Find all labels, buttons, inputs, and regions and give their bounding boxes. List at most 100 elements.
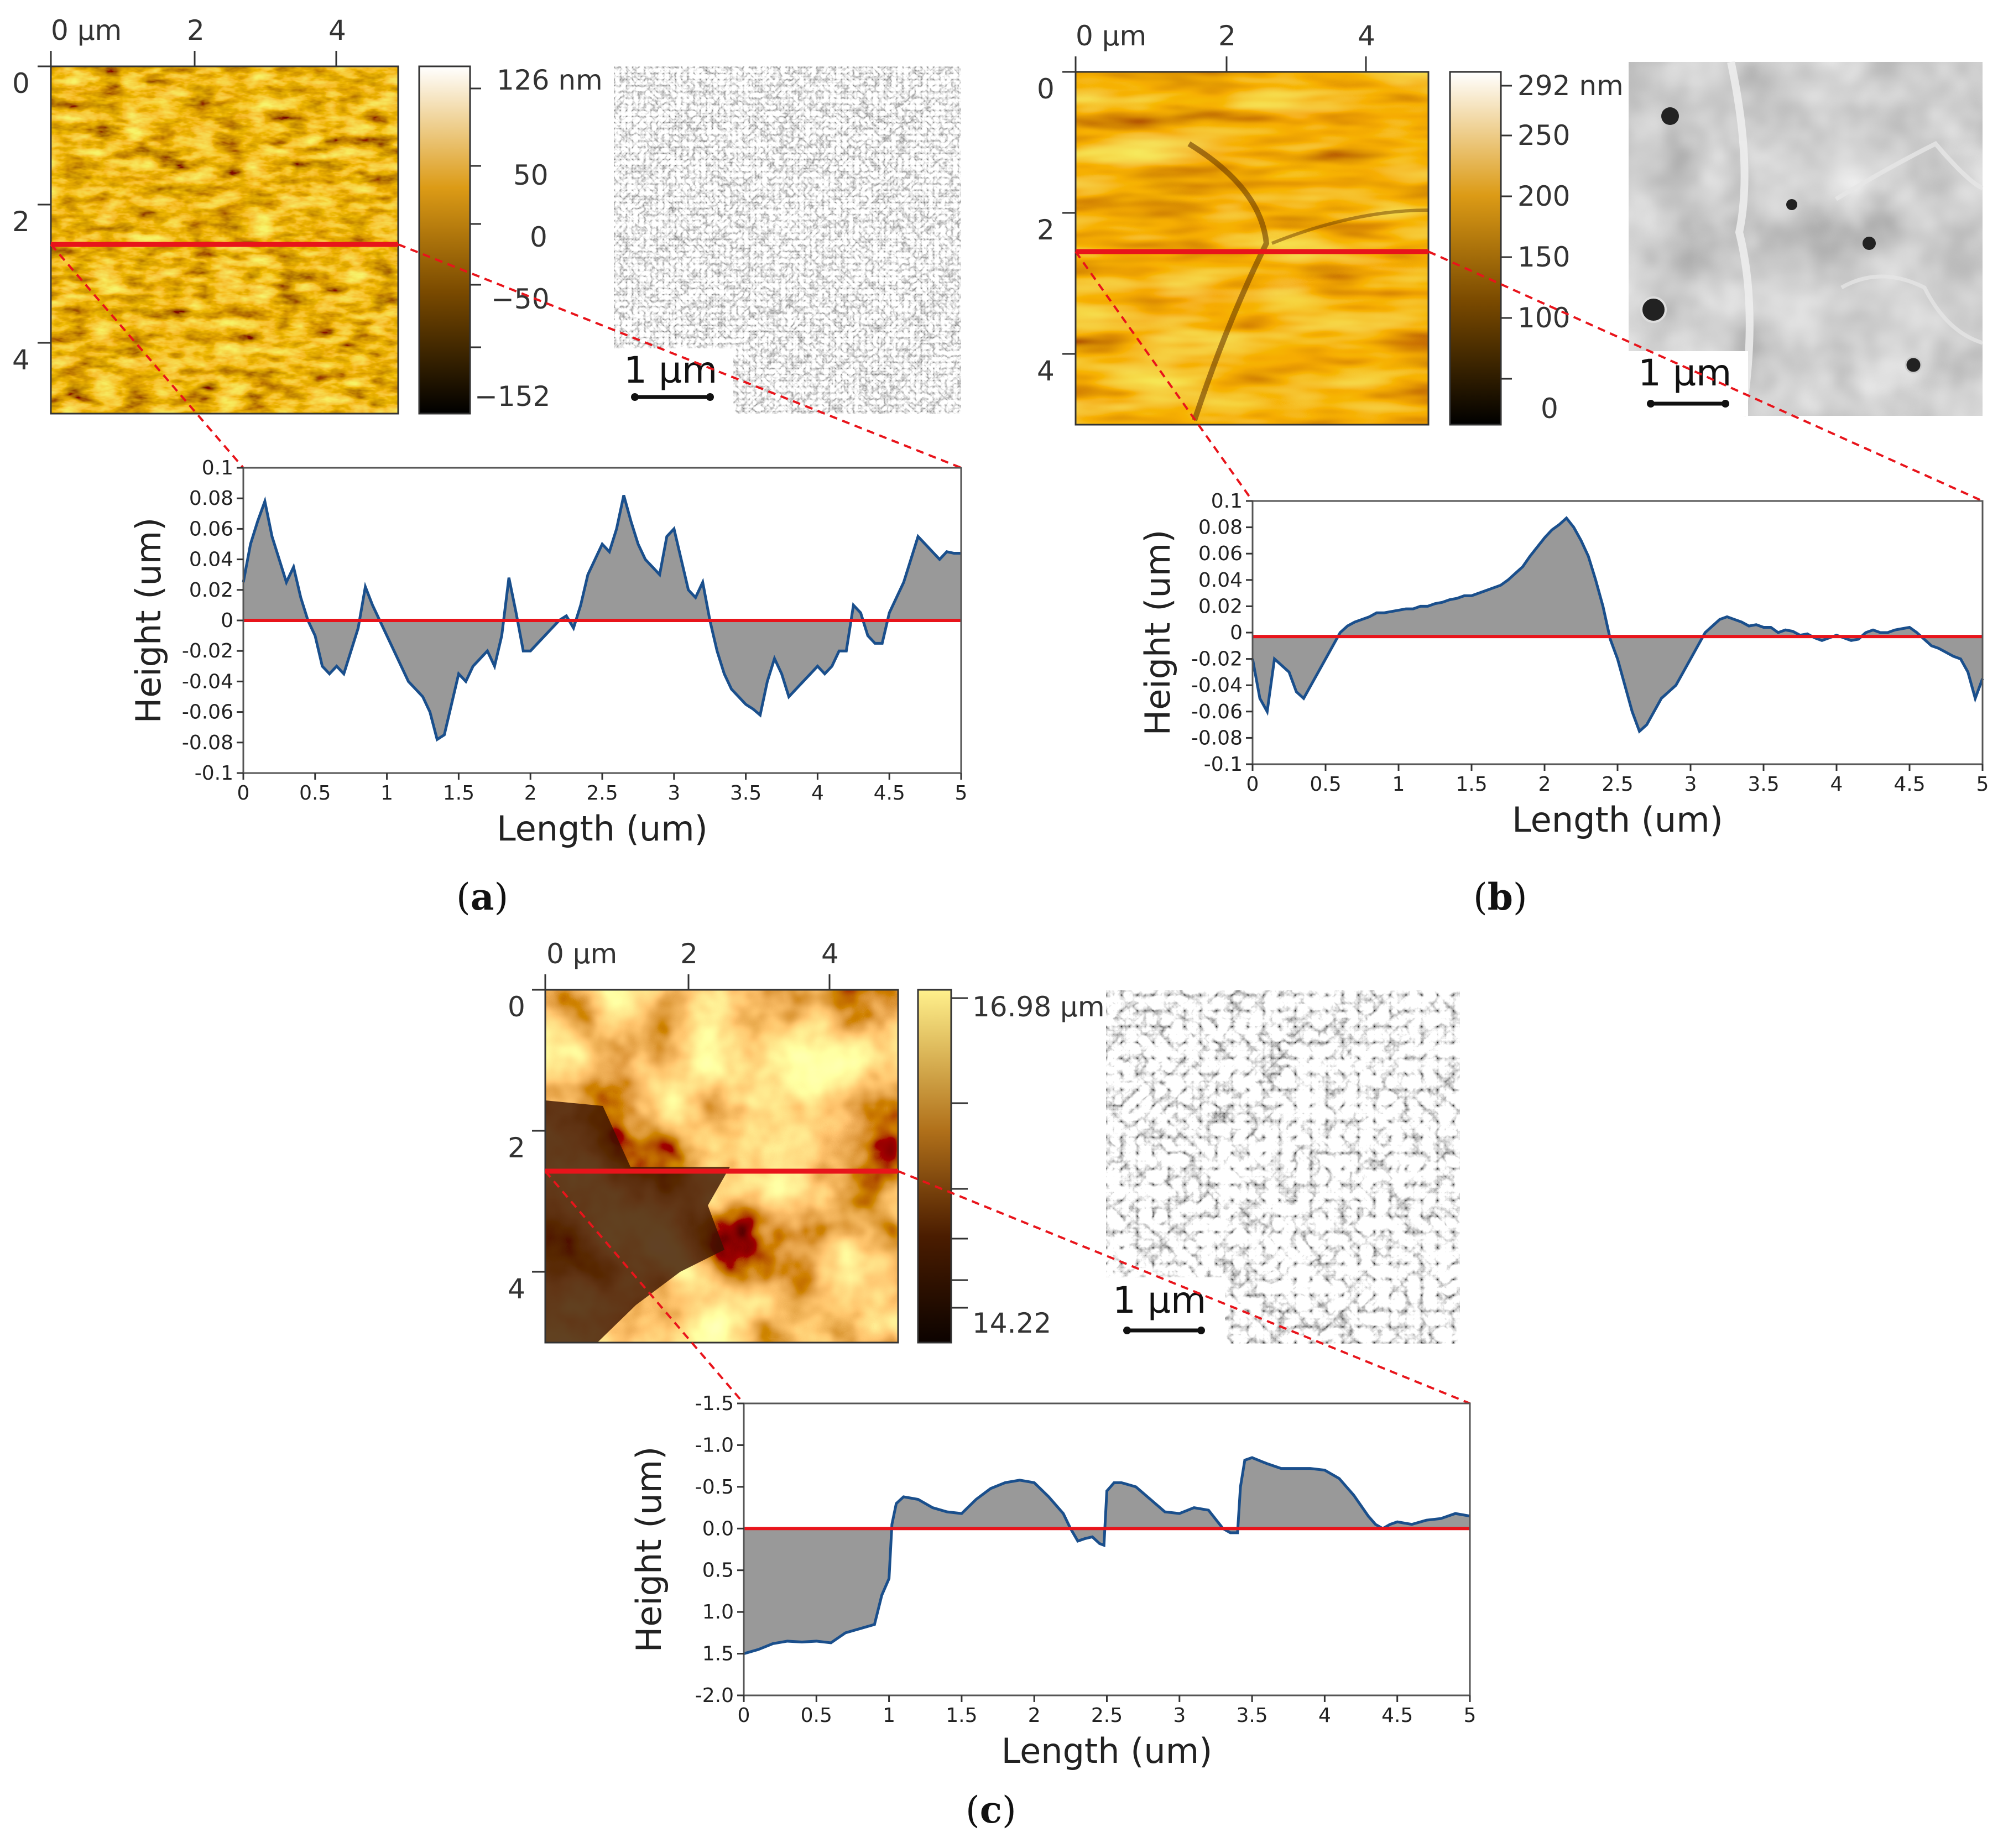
afm-x-tick-4: 4	[328, 14, 346, 46]
profile-line	[743, 1456, 1470, 1655]
connector-line	[544, 1170, 745, 1405]
panel-a: 0 µm 2 4 0 2 4 126 nm 50 0 −50 −152	[12, 14, 967, 918]
panel-b: 0 µm 2 4 0 2 4 292 nm 250 200 150 100 0	[1037, 20, 1989, 918]
y-tick-label: -0.08	[182, 732, 233, 754]
profile-area	[1253, 518, 1983, 732]
y-tick-label: 0.02	[189, 579, 233, 602]
afm-y-tick-0: 0	[12, 67, 30, 100]
afm-y-tick-4: 4	[12, 344, 30, 376]
x-tick-label: 0.5	[1310, 773, 1341, 796]
y-tick-label: 0.04	[1198, 569, 1243, 592]
afm-image-b	[1074, 71, 1430, 426]
y-tick-label: -0.06	[1191, 701, 1243, 723]
colorbar-label: 150	[1517, 241, 1570, 273]
y-tick-label: 0.08	[1198, 516, 1243, 539]
y-tick-label: 0	[221, 609, 233, 632]
y-tick-label: 0.0	[702, 1517, 734, 1540]
x-tick-label: 1	[380, 782, 393, 805]
y-tick-label: -0.08	[1191, 727, 1243, 749]
y-tick-label: 1.0	[702, 1601, 734, 1623]
afm-x-tick-4: 4	[1358, 20, 1375, 52]
afm-x-tick-4: 4	[821, 938, 839, 970]
y-tick-label: -0.1	[195, 762, 233, 785]
x-tick-label: 4	[1830, 773, 1843, 796]
y-tick-label: 0.02	[1198, 595, 1243, 618]
y-axis-title: Height (um)	[128, 518, 169, 724]
y-tick-label: -0.1	[1204, 753, 1243, 776]
x-tick-label: 3	[1684, 773, 1697, 796]
y-tick-label: 1.5	[702, 1643, 734, 1666]
y-axis-title: Height (um)	[629, 1447, 669, 1653]
profile-area	[744, 1458, 1470, 1654]
colorbar-label: 0	[530, 221, 547, 253]
afm-y-tick-4: 4	[508, 1273, 525, 1305]
colorbar-label: 200	[1517, 180, 1570, 212]
colorbar-label: 250	[1517, 119, 1570, 152]
afm-y-tick-0: 0	[508, 991, 525, 1023]
colorbar-min-label: 0	[1541, 393, 1558, 425]
connector-line	[898, 1170, 1470, 1405]
afm-x-tick-2: 2	[187, 14, 205, 46]
afm-x-tick-2: 2	[1218, 20, 1236, 52]
colorbar-label: −50	[491, 283, 550, 315]
x-axis-title: Length (um)	[497, 808, 708, 849]
panel-label-c: (c)	[966, 1788, 1016, 1831]
height-profile-chart-c: 0 0.5 1 1.5 2 2.5 3 3.5 4 4.5 5 -1.5 -1.0 -0.5 0.0 0.5 1…	[629, 1392, 1476, 1771]
x-tick-label: 2.5	[1091, 1704, 1123, 1727]
y-tick-label: 0.1	[1211, 490, 1243, 513]
colorbar-max-label: 292 nm	[1517, 70, 1624, 102]
connector-line	[1074, 250, 1254, 502]
x-tick-label: 3.5	[730, 782, 761, 805]
y-axis-title: Height (um)	[1138, 530, 1178, 736]
y-tick-label: -0.5	[695, 1476, 734, 1499]
scale-bar-label: 1 µm	[1113, 1279, 1206, 1322]
scale-bar-label: 1 µm	[1638, 352, 1731, 394]
colorbar-label: 100	[1517, 302, 1570, 334]
colorbar-b: 292 nm 250 200 150 100 0	[1449, 70, 1624, 426]
colorbar-min-label: 14.22	[972, 1307, 1051, 1339]
x-tick-label: 4	[811, 782, 824, 805]
y-tick-label: -1.5	[695, 1392, 734, 1415]
scale-bar	[631, 393, 714, 401]
x-tick-label: 5	[955, 782, 968, 805]
afm-y-tick-0: 0	[1037, 73, 1055, 105]
x-tick-label: 1.5	[1456, 773, 1487, 796]
sem-image-c: 1 µm	[1106, 990, 1460, 1344]
x-tick-label: 4.5	[874, 782, 905, 805]
y-tick-label: 0.06	[1198, 542, 1243, 565]
afm-x-tick-0: 0 µm	[51, 14, 122, 46]
x-tick-label: 0.5	[299, 782, 331, 805]
scale-bar	[1123, 1327, 1205, 1334]
y-tick-label: -0.02	[1191, 648, 1243, 671]
height-profile-chart-a: 0 0.5 1 1.5 2 2.5 3 3.5 4 4.5 5 0.1 0.08 0.06 0.04 0.02…	[128, 457, 967, 849]
x-tick-label: 1.5	[946, 1704, 977, 1727]
scale-bar-label: 1 µm	[624, 349, 717, 391]
x-tick-label: 4.5	[1894, 773, 1925, 796]
afm-y-tick-4: 4	[1037, 355, 1055, 387]
colorbar-a: 126 nm 50 0 −50 −152	[418, 64, 603, 415]
panel-label-b: (b)	[1473, 875, 1527, 918]
x-axis-title: Length (um)	[1001, 1731, 1213, 1771]
afm-axes-c: 0 µm 2 4 0 2 4	[508, 938, 898, 1343]
x-tick-label: 3.5	[1236, 1704, 1267, 1727]
colorbar-max-label: 16.98 µm	[972, 991, 1105, 1023]
sem-image-b: 1 µm	[1629, 61, 1984, 417]
x-tick-label: 0	[237, 782, 250, 805]
x-tick-label: 3	[1173, 1704, 1186, 1727]
x-tick-label: 5	[1464, 1704, 1477, 1727]
x-tick-label: 1.5	[443, 782, 474, 805]
y-tick-label: -0.02	[182, 640, 233, 662]
profile-line	[242, 495, 961, 742]
y-tick-label: -1.0	[695, 1434, 734, 1457]
colorbar-min-label: −152	[474, 380, 550, 413]
x-tick-label: 0	[738, 1704, 750, 1727]
y-tick-label: 0.04	[189, 549, 233, 571]
x-tick-label: 1	[883, 1704, 895, 1727]
height-profile-chart-b: 0 0.5 1 1.5 2 2.5 3 3.5 4 4.5 5 0.1 0.08 0.06 0.04 0.02…	[1138, 490, 1989, 840]
x-tick-label: 5	[1976, 773, 1989, 796]
connector-line	[398, 243, 962, 469]
x-tick-label: 2	[1028, 1704, 1041, 1727]
x-tick-label: 3	[667, 782, 680, 805]
y-tick-label: 0.08	[189, 487, 233, 510]
